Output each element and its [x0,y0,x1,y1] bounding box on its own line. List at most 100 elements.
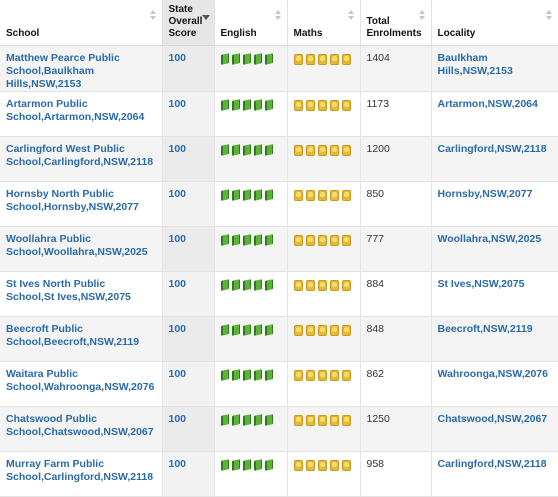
sort-icon[interactable] [149,10,157,22]
locality-cell: Artarmon,NSW,2064 [431,91,558,137]
enrolments-value: 848 [366,323,385,335]
abacus-icon [329,235,339,246]
book-icon [220,53,229,65]
book-icon [220,144,229,156]
locality-link[interactable]: St Ives,NSW,2075 [437,278,525,290]
header-score[interactable]: State Overall Score [162,0,215,46]
enrolments-cell: 1173 [360,91,432,137]
school-cell: Hornsby North Public School,Hornsby,NSW,… [0,181,163,227]
locality-cell: Carlingford,NSW,2118 [431,451,558,497]
abacus-icon [341,235,351,246]
school-cell: Chatswood Public School,Chatswood,NSW,20… [0,406,163,452]
table-row: Beecroft Public School,Beecroft,NSW,2119… [0,316,558,362]
abacus-icon [305,235,315,246]
school-link[interactable]: Chatswood Public School,Chatswood,NSW,20… [6,413,154,438]
school-link[interactable]: Matthew Pearce Public School,Baulkham Hi… [6,52,120,90]
sort-icon[interactable] [274,10,282,22]
book-icon [242,324,251,336]
locality-link[interactable]: Chatswood,NSW,2067 [437,413,548,425]
locality-link[interactable]: Carlingford,NSW,2118 [437,143,547,155]
english-rating [220,458,281,471]
maths-rating [293,278,354,291]
locality-link[interactable]: Hornsby,NSW,2077 [437,188,533,200]
book-icon [242,144,251,156]
locality-link[interactable]: Baulkham Hills,NSW,2153 [437,52,513,77]
book-icon [264,99,273,111]
sort-icon[interactable] [545,10,553,22]
abacus-icon [329,145,339,156]
abacus-icon [341,100,351,111]
abacus-icon [317,100,327,111]
abacus-icon [305,190,315,201]
header-school[interactable]: School [0,0,163,46]
locality-link[interactable]: Carlingford,NSW,2118 [437,458,547,470]
enrolments-cell: 850 [360,181,432,227]
sort-icon[interactable] [418,10,426,22]
abacus-icon [317,370,327,381]
sort-icon[interactable] [347,10,355,22]
enrolments-value: 777 [366,233,385,245]
header-enrolments[interactable]: Total Enrolments [360,0,432,46]
enrolments-value: 1250 [366,413,390,425]
school-link[interactable]: Hornsby North Public School,Hornsby,NSW,… [6,188,139,213]
book-icon [231,279,240,291]
locality-cell: Woollahra,NSW,2025 [431,226,558,272]
header-enrolments-label: Total Enrolments [366,16,422,39]
book-icon [253,414,262,426]
book-icon [242,99,251,111]
abacus-icon [293,235,303,246]
book-icon [264,189,273,201]
sort-descending-icon[interactable] [201,15,210,20]
english-rating [220,98,281,111]
english-cell [214,45,288,92]
enrolments-value: 1173 [366,98,390,110]
abacus-icon [293,145,303,156]
maths-rating [293,323,354,336]
enrolments-cell: 777 [360,226,432,272]
abacus-icon [305,280,315,291]
school-link[interactable]: Beecroft Public School,Beecroft,NSW,2119 [6,323,140,348]
book-icon [253,279,262,291]
book-icon [242,459,251,471]
abacus-icon [329,100,339,111]
book-icon [220,324,229,336]
book-icon [253,234,262,246]
header-maths[interactable]: Maths [287,0,361,46]
english-rating [220,143,281,156]
score-cell: 100 [162,181,215,227]
header-english[interactable]: English [214,0,288,46]
enrolments-cell: 958 [360,451,432,497]
header-locality[interactable]: Locality [431,0,558,46]
enrolments-value: 1404 [366,52,390,64]
school-link[interactable]: St Ives North Public School,St Ives,NSW,… [6,278,131,303]
school-link[interactable]: Artarmon Public School,Artarmon,NSW,2064 [6,98,145,123]
locality-cell: Hornsby,NSW,2077 [431,181,558,227]
english-rating [220,413,281,426]
school-link[interactable]: Carlingford West Public School,Carlingfo… [6,143,154,168]
book-icon [220,279,229,291]
abacus-icon [317,145,327,156]
overall-score: 100 [168,98,187,110]
book-icon [220,459,229,471]
locality-link[interactable]: Wahroonga,NSW,2076 [437,368,548,380]
school-link[interactable]: Woollahra Public School,Woollahra,NSW,20… [6,233,148,258]
locality-link[interactable]: Woollahra,NSW,2025 [437,233,542,245]
english-cell [214,91,288,137]
locality-link[interactable]: Beecroft,NSW,2119 [437,323,533,335]
book-icon [220,234,229,246]
enrolments-value: 958 [366,458,385,470]
school-link[interactable]: Murray Farm Public School,Carlingford,NS… [6,458,154,483]
overall-score: 100 [168,413,187,425]
english-cell [214,226,288,272]
book-icon [220,189,229,201]
maths-cell [287,361,361,407]
book-icon [264,414,273,426]
abacus-icon [317,460,327,471]
book-icon [253,369,262,381]
abacus-icon [341,280,351,291]
overall-score: 100 [168,278,187,290]
maths-cell [287,45,361,92]
school-link[interactable]: Waitara Public School,Wahroonga,NSW,2076 [6,368,155,393]
locality-cell: Wahroonga,NSW,2076 [431,361,558,407]
locality-link[interactable]: Artarmon,NSW,2064 [437,98,538,110]
